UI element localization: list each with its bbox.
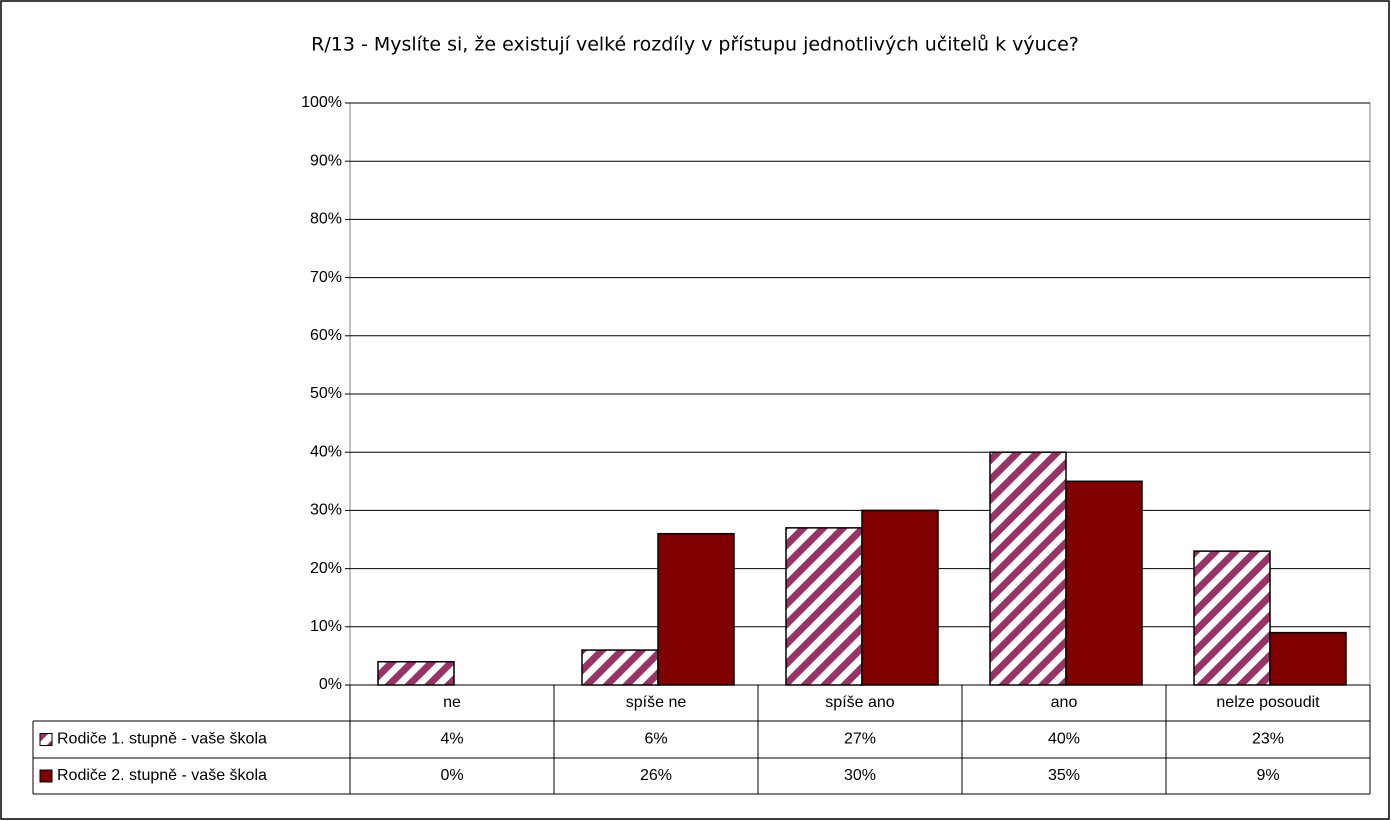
legend-label: Rodiče 2. stupně - vaše škola: [57, 767, 267, 784]
table-value: 4%: [440, 731, 463, 748]
table-value: 6%: [644, 731, 667, 748]
y-tick-label: 20%: [310, 560, 342, 577]
table-value: 35%: [1048, 767, 1080, 784]
y-tick-label: 30%: [310, 502, 342, 519]
y-tick-label: 90%: [310, 152, 342, 169]
bar: [1269, 631, 1347, 686]
bar: [989, 451, 1067, 686]
x-tick-label: spíše ano: [825, 694, 894, 711]
legend-label: Rodiče 1. stupně - vaše škola: [57, 731, 267, 748]
y-tick-label: 100%: [301, 94, 342, 111]
bar: [861, 509, 939, 686]
bar: [657, 532, 735, 686]
bar: [1065, 480, 1143, 686]
bar: [581, 649, 659, 686]
y-tick-label: 0%: [319, 676, 342, 693]
x-tick-label: ne: [443, 694, 461, 711]
x-tick-label: ano: [1051, 694, 1078, 711]
y-tick-label: 80%: [310, 211, 342, 228]
legend-key: [39, 733, 53, 746]
chart-title: R/13 - Myslíte si, že existují velké roz…: [311, 34, 1079, 56]
y-tick-label: 60%: [310, 327, 342, 344]
bar: [1193, 550, 1271, 686]
y-tick-label: 10%: [310, 618, 342, 635]
table-value: 40%: [1048, 731, 1080, 748]
table-value: 9%: [1256, 767, 1279, 784]
legend-key: [39, 769, 53, 783]
table-value: 23%: [1252, 731, 1284, 748]
table-value: 0%: [440, 767, 463, 784]
x-tick-label: nelze posoudit: [1216, 694, 1320, 711]
y-tick-label: 50%: [310, 385, 342, 402]
table-value: 26%: [640, 767, 672, 784]
x-tick-label: spíše ne: [626, 694, 687, 711]
bar: [785, 527, 863, 686]
bar: [377, 660, 455, 686]
y-tick-label: 70%: [310, 269, 342, 286]
table-value: 27%: [844, 731, 876, 748]
table-value: 30%: [844, 767, 876, 784]
y-tick-label: 40%: [310, 443, 342, 460]
